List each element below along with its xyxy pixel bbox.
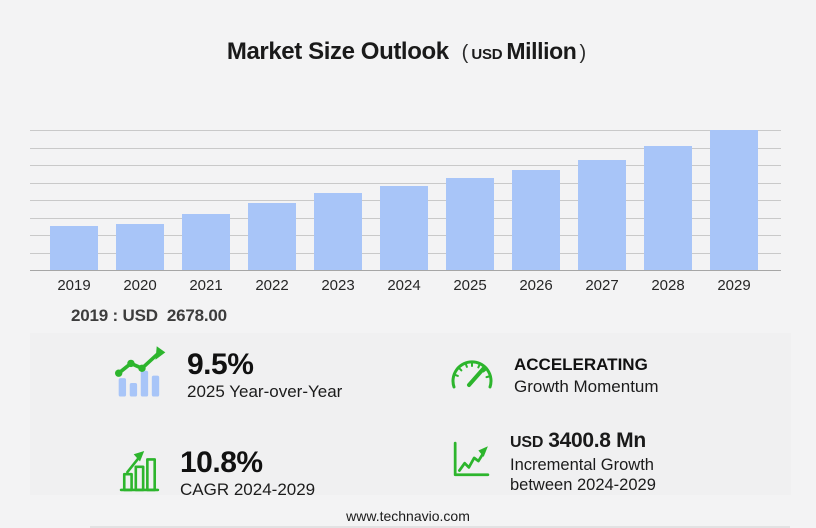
stat-yoy-value: 9.5% (187, 347, 254, 381)
x-label-2022: 2022 (255, 277, 289, 294)
growth-bars-icon (118, 450, 162, 497)
x-label-2029: 2029 (717, 277, 751, 294)
bottom-crop-strip (90, 526, 790, 528)
title-paren-close: ) (579, 42, 587, 64)
x-label-2024: 2024 (387, 277, 421, 294)
gridline (30, 147, 781, 149)
x-label-2025: 2025 (453, 277, 487, 294)
x-label-2020: 2020 (123, 277, 157, 294)
first-year-callout: 2019 : USD 2678.00 (71, 306, 227, 325)
x-axis-labels: 2019 2020 2021 2022 2023 2024 2025 2026 2027 2028… (30, 277, 781, 297)
stats-panel: 9.5% 2025 Year-over-Year ACC (30, 333, 791, 499)
bar-2024 (380, 186, 428, 270)
stat-cagr-label: CAGR 2024-2029 (180, 480, 316, 499)
x-label-2027: 2027 (585, 277, 619, 294)
bar-2026 (512, 169, 560, 270)
x-label-2028: 2028 (651, 277, 685, 294)
stat-incremental: USD 3400.8 Mn Incremental Growth between … (450, 429, 656, 495)
stat-momentum: ACCELERATING Growth Momentum (448, 353, 659, 398)
title-main: Market Size Outlook (226, 38, 449, 65)
plot-area (30, 130, 781, 271)
bar-2029 (710, 130, 758, 270)
bar-2025 (446, 178, 494, 270)
gridline (30, 182, 781, 184)
line-chart-icon (450, 441, 492, 484)
title-unit: Million (506, 38, 577, 64)
stat-incremental-value-prefix: USD (510, 434, 544, 451)
bar-2028 (644, 146, 692, 270)
x-label-2023: 2023 (321, 277, 355, 294)
gridline (30, 130, 781, 131)
bar-2020 (116, 223, 164, 270)
title-unit-prefix: USD (471, 46, 503, 63)
x-label-2021: 2021 (189, 277, 223, 294)
bar-2019 (50, 225, 98, 270)
stat-incremental-value-main: 3400.8 Mn (548, 429, 646, 452)
x-label-2019: 2019 (57, 277, 91, 294)
stat-incremental-value: USD 3400.8 Mn (510, 429, 656, 455)
title-paren-open: ( (461, 42, 469, 64)
bar-2022 (248, 203, 296, 270)
stat-momentum-value: ACCELERATING (514, 355, 648, 374)
stat-incremental-label-line1: Incremental Growth (510, 456, 654, 474)
bar-2027 (578, 159, 626, 270)
stat-yoy-label: 2025 Year-over-Year (187, 381, 343, 401)
stat-momentum-label: Growth Momentum (514, 377, 659, 396)
stat-incremental-label-line2: between 2024-2029 (510, 476, 656, 494)
footer-url: www.technavio.com (346, 508, 470, 524)
gridline (30, 165, 781, 166)
stat-yoy: 9.5% 2025 Year-over-Year (115, 346, 342, 403)
trend-bars-icon (115, 346, 169, 403)
stat-cagr: 10.8% CAGR 2024-2029 (118, 446, 315, 500)
x-label-2026: 2026 (519, 277, 553, 294)
bar-2023 (314, 193, 362, 270)
stat-cagr-value: 10.8% (180, 446, 263, 479)
gauge-icon (448, 353, 496, 398)
chart-title: Market Size Outlook ( USD Million ) (0, 38, 816, 66)
bar-2021 (182, 214, 230, 270)
